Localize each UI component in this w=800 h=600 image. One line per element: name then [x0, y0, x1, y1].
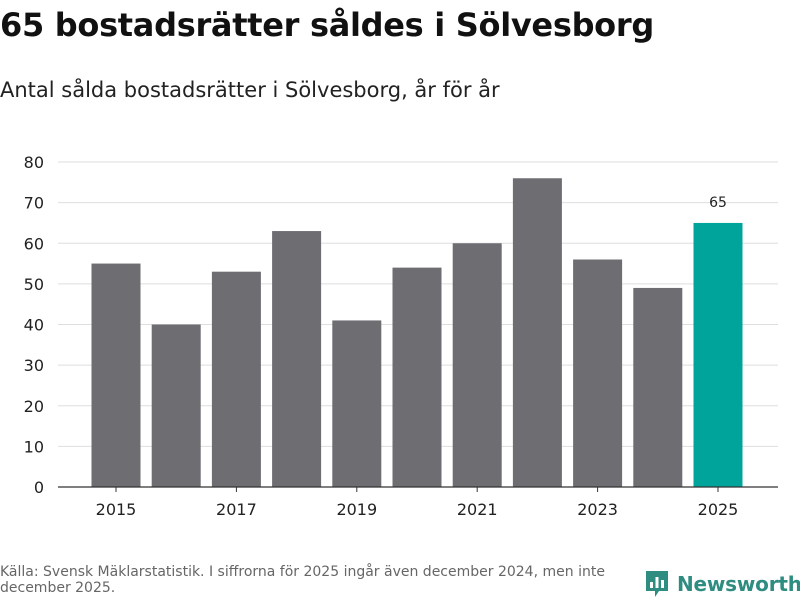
bar-2016: [151, 324, 201, 487]
x-tick-label-2025: 2025: [698, 500, 739, 519]
x-tick-label-2023: 2023: [577, 500, 618, 519]
y-tick-label-20: 20: [24, 397, 44, 416]
source-note: Källa: Svensk Mäklarstatistik. I siffror…: [0, 564, 605, 596]
data-labels: 65: [709, 195, 727, 211]
bar-2025: [693, 222, 743, 487]
x-tick-label-2017: 2017: [216, 500, 257, 519]
bar-2021: [452, 243, 502, 487]
bar-2024: [633, 287, 683, 487]
chart-title: 65 bostadsrätter såldes i Sölvesborg: [0, 6, 654, 44]
x-axis-tick-labels: 2015 2017 2019 2021 2023 2025: [96, 500, 739, 519]
y-tick-label-0: 0: [34, 478, 44, 497]
y-tick-label-10: 10: [24, 437, 44, 456]
y-tick-label-30: 30: [24, 356, 44, 375]
newsworthy-logo-icon: [646, 571, 668, 597]
bar-2022: [512, 178, 562, 487]
bar-2018: [272, 231, 322, 487]
bar-2023: [573, 259, 623, 487]
bar-2015: [91, 263, 141, 487]
data-label-2025: 65: [709, 195, 727, 211]
x-tick-label-2015: 2015: [96, 500, 137, 519]
y-tick-label-80: 80: [24, 153, 44, 172]
y-tick-label-60: 60: [24, 234, 44, 253]
y-tick-label-70: 70: [24, 194, 44, 213]
y-tick-label-40: 40: [24, 316, 44, 335]
newsworthy-logo-text: Newsworthy: [677, 572, 800, 596]
x-tick-label-2019: 2019: [336, 500, 377, 519]
y-tick-label-50: 50: [24, 275, 44, 294]
chart-subtitle: Antal sålda bostadsrätter i Sölvesborg, …: [0, 78, 500, 102]
bars: [91, 178, 743, 487]
newsworthy-logo: Newsworthy: [644, 568, 800, 600]
bar-2020: [392, 267, 442, 487]
x-axis: [58, 486, 778, 492]
bar-2017: [211, 271, 261, 487]
x-tick-label-2021: 2021: [457, 500, 498, 519]
bar-2019: [332, 320, 382, 487]
y-axis-tick-labels: 0 10 20 30 40 50 60 70 80: [24, 153, 44, 497]
